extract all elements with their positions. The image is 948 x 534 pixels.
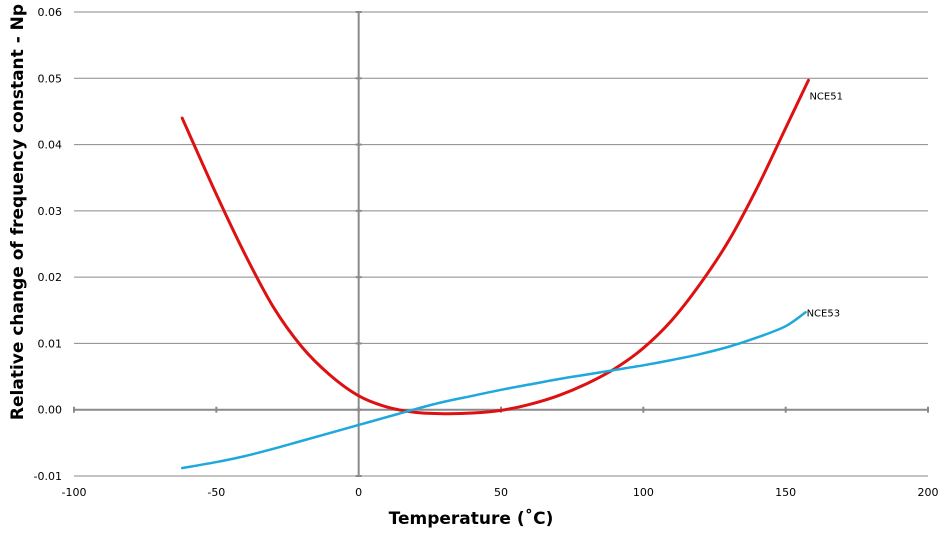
series-label-nce51: NCE51 xyxy=(809,91,843,102)
series-line-nce53 xyxy=(180,311,807,470)
axes xyxy=(73,11,929,477)
series-labels: NCE51 NCE53 xyxy=(807,91,843,319)
y-tick-label: 0.00 xyxy=(38,404,63,417)
series-lines xyxy=(180,78,810,470)
x-tick-label: 50 xyxy=(494,486,508,499)
x-tick-label: -50 xyxy=(207,486,225,499)
y-tick-label: 0.02 xyxy=(38,271,63,284)
y-tick-label: -0.01 xyxy=(34,470,62,483)
y-axis-label: Relative change of frequency constant - … xyxy=(8,4,28,420)
x-tick-label: -100 xyxy=(62,486,87,499)
y-tick-label: 0.04 xyxy=(38,139,63,152)
x-tick-label: 0 xyxy=(355,486,362,499)
y-tick-label: 0.01 xyxy=(38,337,63,350)
x-tick-label: 150 xyxy=(775,486,796,499)
y-tick-label: 0.06 xyxy=(38,6,63,19)
series-line-nce51 xyxy=(180,78,810,416)
y-tick-label: 0.05 xyxy=(38,72,63,85)
x-tick-label: 200 xyxy=(918,486,939,499)
x-tick-label: 100 xyxy=(633,486,654,499)
x-axis-label: Temperature (˚C) xyxy=(389,507,554,529)
gridlines xyxy=(74,11,928,477)
y-tick-label: 0.03 xyxy=(38,205,63,218)
series-label-nce53: NCE53 xyxy=(807,308,841,319)
tick-labels: -0.01 0.00 0.01 0.02 0.03 0.04 0.05 0.06 -100 -50… xyxy=(34,6,939,499)
